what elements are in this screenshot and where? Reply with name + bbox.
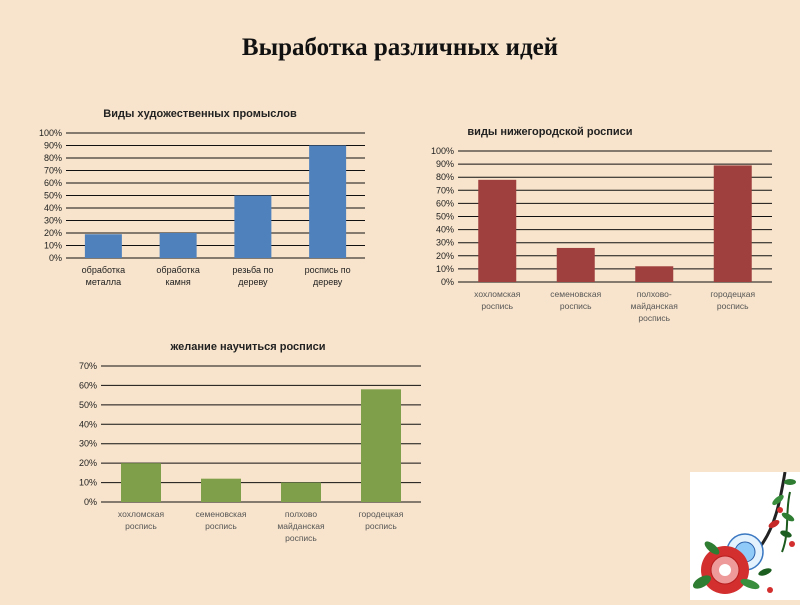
category-label: семеновская (550, 289, 601, 299)
y-tick-label: 0% (84, 497, 97, 507)
y-tick-label: 40% (79, 419, 97, 429)
category-label: майданская (631, 301, 679, 311)
bar (121, 463, 161, 502)
y-tick-label: 70% (79, 361, 97, 371)
category-label: дереву (313, 277, 343, 287)
y-tick-label: 40% (44, 203, 62, 213)
category-label: хохломская (474, 289, 521, 299)
bar (556, 247, 595, 282)
category-label: роспись (205, 521, 237, 531)
y-tick-label: 70% (436, 185, 454, 195)
category-label: роспись (717, 301, 749, 311)
category-label: обработка (156, 265, 199, 275)
chart-nizhny-painting-types: виды нижегородской росписи 0% 10% 20% 30% 40%… (431, 126, 772, 323)
y-tick-label: 80% (436, 172, 454, 182)
y-tick-label: 80% (44, 153, 62, 163)
y-tick-label: 100% (39, 128, 62, 138)
y-tick-label: 40% (436, 225, 454, 235)
bar (309, 145, 347, 258)
bar (159, 233, 197, 258)
category-label: камня (166, 277, 191, 287)
category-label: городецкая (359, 509, 404, 519)
category-label: семеновская (196, 509, 247, 519)
slide-title: Выработка различных идей (241, 34, 559, 61)
y-tick-label: 90% (436, 159, 454, 169)
category-label: полхово- (637, 289, 672, 299)
y-tick-label: 0% (49, 253, 62, 263)
y-tick-label: 90% (44, 141, 62, 151)
y-tick-label: 20% (436, 251, 454, 261)
y-tick-label: 20% (44, 228, 62, 238)
y-tick-label: 70% (44, 166, 62, 176)
y-tick-label: 0% (441, 277, 454, 287)
category-label: металла (86, 277, 121, 287)
bar (84, 234, 122, 258)
y-tick-label: 30% (79, 439, 97, 449)
y-tick-label: 10% (44, 241, 62, 251)
category-label: полхово (285, 509, 317, 519)
y-tick-label: 30% (436, 238, 454, 248)
category-label: роспись по (305, 265, 351, 275)
chart-title: Виды художественных промыслов (103, 108, 297, 120)
category-label: роспись (638, 313, 670, 323)
y-tick-label: 50% (79, 400, 97, 410)
category-label: резьба по (232, 265, 273, 275)
chart-art-crafts: Виды художественных промыслов 0% 10% 20% 30%… (39, 108, 365, 287)
y-tick-label: 100% (431, 146, 454, 156)
y-tick-label: 10% (436, 264, 454, 274)
bar (281, 482, 321, 502)
y-tick-label: 60% (436, 198, 454, 208)
category-label: городецкая (710, 289, 755, 299)
category-label: роспись (365, 521, 397, 531)
category-label: хохломская (118, 509, 165, 519)
y-tick-label: 10% (79, 478, 97, 488)
category-label: майданская (277, 521, 325, 531)
bar (478, 179, 517, 282)
category-label: роспись (285, 533, 317, 543)
bar (713, 165, 752, 282)
y-tick-label: 60% (79, 380, 97, 390)
y-tick-label: 30% (44, 216, 62, 226)
category-label: роспись (481, 301, 513, 311)
y-tick-label: 20% (79, 458, 97, 468)
chart-title: желание научиться росписи (170, 341, 326, 353)
bar (361, 389, 401, 502)
bar (635, 266, 674, 282)
chart-title: виды нижегородской росписи (467, 126, 632, 138)
y-tick-label: 50% (44, 191, 62, 201)
bar (201, 478, 241, 502)
khokhloma-flower-ornament-icon (690, 471, 800, 600)
chart-desire-to-learn: желание научиться росписи 0% 10% 20% 30% 40% 5… (79, 341, 421, 543)
bar (234, 195, 272, 258)
y-tick-label: 60% (44, 178, 62, 188)
category-label: роспись (560, 301, 592, 311)
category-label: роспись (125, 521, 157, 531)
y-tick-label: 50% (436, 212, 454, 222)
category-label: обработка (82, 265, 125, 275)
category-label: дереву (238, 277, 268, 287)
